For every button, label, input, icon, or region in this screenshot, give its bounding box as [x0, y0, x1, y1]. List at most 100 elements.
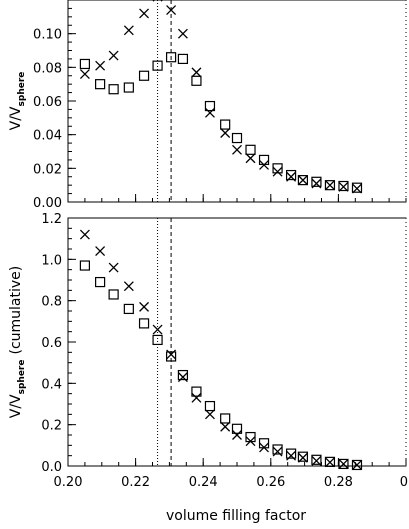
x-marker — [232, 144, 242, 155]
square-marker — [258, 438, 270, 449]
y-axis-label-main: V/V — [8, 106, 24, 130]
x-marker — [297, 452, 308, 463]
y-axis-label: V/Vsphere (cumulative) — [8, 266, 27, 419]
x-marker — [286, 171, 297, 182]
y-tick-label: 0.04 — [33, 129, 62, 144]
square-marker — [297, 451, 309, 462]
x-marker — [338, 181, 349, 192]
x-marker — [191, 392, 202, 403]
square-marker — [311, 454, 322, 465]
y-tick-label: 0.10 — [33, 28, 62, 43]
y-axis-label: V/Vsphere — [8, 72, 27, 131]
square-marker — [204, 400, 216, 412]
x-marker — [232, 430, 242, 440]
x-marker — [166, 349, 177, 360]
square-marker — [138, 318, 150, 329]
square-marker — [324, 456, 336, 467]
x-marker — [108, 262, 119, 273]
x-marker — [297, 175, 308, 186]
square-marker — [220, 119, 231, 130]
x-marker — [259, 442, 269, 453]
y-tick-label: 0.08 — [33, 61, 62, 76]
x-tick-label: 0.22 — [121, 475, 150, 490]
x-marker — [79, 229, 90, 240]
square-marker — [79, 260, 91, 271]
y-tick-label: 1.0 — [41, 253, 62, 268]
square-marker — [165, 52, 177, 63]
square-marker — [191, 75, 202, 86]
square-marker — [108, 289, 119, 300]
square-marker — [220, 413, 231, 424]
y-axis-label-main: V/V — [8, 394, 24, 418]
x-marker — [338, 458, 349, 469]
x-tick-label: 0.24 — [189, 475, 218, 490]
square-marker — [95, 79, 106, 90]
x-marker — [245, 153, 256, 164]
x-marker — [79, 69, 90, 80]
x-tick-label: 0. — [400, 475, 409, 490]
x-marker — [324, 457, 335, 468]
square-marker — [338, 458, 349, 470]
y-tick-label: 1.2 — [41, 212, 62, 227]
x-marker — [139, 8, 150, 19]
x-marker — [259, 160, 269, 170]
x-marker — [177, 372, 188, 383]
bottom-panel: 0.0 0.2 0.4 0.6 0.8 1.0 1.2 0.20 0.22 0.24 0.26 0.2… — [8, 212, 409, 490]
square-marker — [191, 386, 202, 397]
square-marker — [285, 169, 297, 181]
x-marker — [220, 128, 231, 138]
x-marker — [220, 421, 231, 432]
y-axis-label-suffix: (cumulative) — [8, 266, 24, 355]
x-tick-label: 0.28 — [324, 475, 353, 490]
square-marker — [152, 60, 163, 71]
square-marker — [123, 82, 134, 93]
square-marker — [152, 334, 163, 346]
square-marker — [79, 58, 91, 70]
square-marker — [351, 459, 363, 471]
square-marker — [123, 303, 134, 315]
x-marker — [152, 324, 163, 335]
square-marker — [272, 163, 283, 174]
x-marker — [205, 409, 215, 420]
y-tick-label: 0.06 — [33, 95, 62, 110]
x-marker — [166, 5, 177, 16]
x-marker — [324, 180, 335, 191]
x-marker — [108, 50, 119, 61]
x-marker — [352, 460, 362, 470]
y-tick-label: 0.2 — [41, 419, 62, 434]
x-marker — [139, 301, 150, 312]
square-marker — [177, 369, 189, 381]
square-marker — [285, 448, 297, 459]
plot-frame — [67, 0, 407, 203]
y-tick-label: 0.8 — [41, 295, 62, 310]
square-marker — [177, 53, 189, 65]
x-tick-label: 0.26 — [256, 475, 285, 490]
x-marker — [272, 446, 283, 457]
x-tick-label: 0.20 — [54, 475, 83, 490]
square-marker — [258, 154, 270, 166]
x-marker — [177, 28, 188, 39]
y-tick-label: 0.4 — [41, 377, 62, 392]
square-marker — [324, 180, 336, 191]
x-axis-label: volume filling factor — [166, 508, 306, 524]
square-marker — [95, 276, 106, 288]
x-marker — [205, 107, 215, 118]
x-marker — [191, 67, 202, 78]
square-marker — [351, 182, 363, 193]
square-marker — [338, 180, 349, 192]
square-marker — [231, 423, 243, 434]
x-marker — [95, 246, 106, 257]
x-marker — [245, 436, 256, 447]
y-axis-label-subscript: sphere — [17, 72, 27, 107]
square-marker — [245, 144, 256, 155]
square-marker — [165, 351, 177, 362]
square-marker — [204, 100, 216, 112]
y-tick-label: 0.02 — [33, 162, 62, 177]
square-marker — [311, 176, 322, 187]
plot-frame — [67, 217, 407, 467]
y-tick-label: 0.6 — [41, 336, 62, 351]
square-marker — [297, 175, 309, 186]
x-marker — [311, 455, 322, 466]
square-marker — [245, 431, 256, 443]
